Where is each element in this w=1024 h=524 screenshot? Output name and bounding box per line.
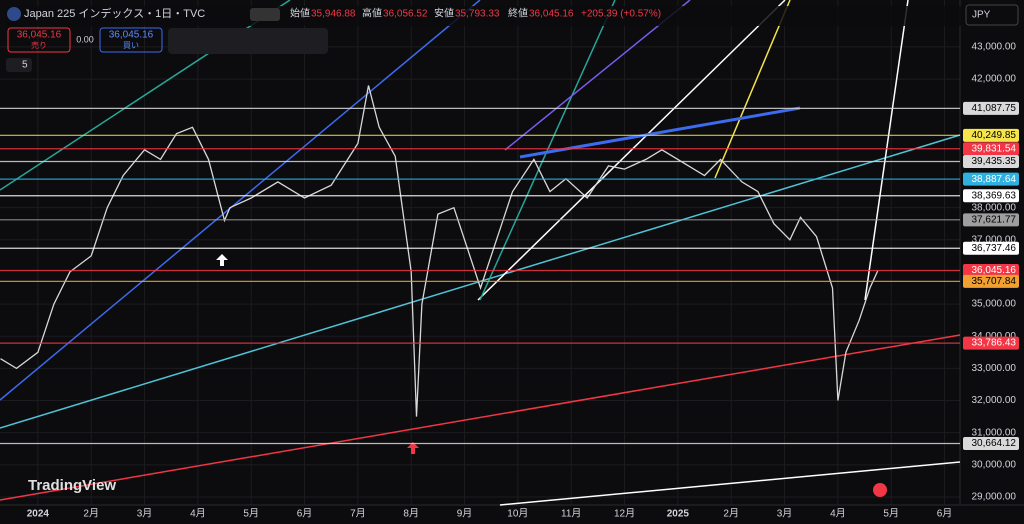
y-tick-label: 38,000.00 <box>972 202 1017 213</box>
level-label: 33,786.43 <box>972 338 1017 349</box>
level-tag <box>963 142 1019 156</box>
x-tick-label: 5月 <box>243 508 259 520</box>
ohlc-value: 36,045.16 <box>529 9 574 20</box>
price-line <box>0 85 879 417</box>
level-tag <box>963 336 1019 350</box>
level-tag <box>963 189 1019 203</box>
level-label: 40,249.85 <box>972 130 1017 141</box>
y-tick-label: 42,000.00 <box>972 74 1017 85</box>
buy-button[interactable] <box>99 27 163 53</box>
level-tag <box>963 128 1019 142</box>
event-marker[interactable] <box>873 483 887 497</box>
level-tag <box>963 213 1019 227</box>
x-tick-label: 5月 <box>883 508 899 520</box>
x-tick-label: 3月 <box>777 508 793 520</box>
ohlc-label: 高値 <box>362 7 382 20</box>
y-tick-label: 32,000.00 <box>972 395 1017 406</box>
ohlc-label: 終値 <box>508 7 528 20</box>
y-tick-label: 31,000.00 <box>972 427 1017 438</box>
ohlc-value: 36,056.52 <box>383 9 428 20</box>
x-tick-label: 2月 <box>83 508 99 520</box>
x-tick-label: 11月 <box>561 508 581 520</box>
y-tick-label: 29,000.00 <box>972 492 1017 503</box>
indicator-toggle[interactable] <box>6 58 32 72</box>
spread: 0.00 <box>76 34 94 44</box>
y-tick-label: 35,000.00 <box>972 299 1017 310</box>
x-tick-label: 6月 <box>937 508 953 520</box>
x-tick-label: 2025 <box>667 509 690 520</box>
symbol: Japan 225 インデックス・1日・TVC <box>24 6 205 20</box>
x-tick-label: 3月 <box>137 508 153 520</box>
change: +205.39 (+0.57%) <box>581 9 661 20</box>
x-tick-label: 4月 <box>830 508 846 520</box>
ohlc-value: 35,946.88 <box>311 9 356 20</box>
currency: JPY <box>972 10 991 21</box>
level-label: 39,831.54 <box>972 143 1017 154</box>
ohlc-label: 安値 <box>434 7 454 20</box>
indicator-count: 5 <box>22 60 28 71</box>
level-label: 36,737.46 <box>972 243 1017 254</box>
level-tag <box>963 436 1019 450</box>
x-tick-label: 8月 <box>403 508 419 520</box>
y-tick-label: 33,000.00 <box>972 363 1017 374</box>
currency-button[interactable] <box>965 4 1019 26</box>
level-tag <box>963 241 1019 255</box>
level-label: 37,621.77 <box>972 214 1017 225</box>
level-label: 41,087.75 <box>972 103 1017 114</box>
x-tick-label: 7月 <box>350 508 366 520</box>
level-label: 39,435.35 <box>972 156 1017 167</box>
brand: TradingView <box>28 477 116 494</box>
x-tick-label: 9月 <box>457 508 473 520</box>
level-label: 35,707.84 <box>972 276 1017 287</box>
sell-button[interactable] <box>7 27 71 53</box>
x-tick-label: 2024 <box>27 509 50 520</box>
ohlc-value: 35,793.33 <box>455 9 500 20</box>
drawing-toolbar[interactable] <box>168 28 328 54</box>
level-tag <box>963 101 1019 115</box>
buy-label: 買い <box>123 41 139 50</box>
level-tag <box>963 263 1019 277</box>
level-tag <box>963 274 1019 288</box>
x-tick-label: 10月 <box>507 508 528 520</box>
level-label: 38,369.63 <box>972 190 1017 201</box>
y-tick-label: 43,000.00 <box>972 42 1017 53</box>
sell-label: 売り <box>31 40 47 50</box>
level-tag <box>963 172 1019 186</box>
y-tick-label: 37,000.00 <box>972 234 1017 245</box>
y-tick-label: 34,000.00 <box>972 331 1017 342</box>
level-tag <box>963 155 1019 169</box>
ohlc-label: 始値 <box>290 7 310 20</box>
level-label: 36,045.16 <box>972 265 1017 276</box>
x-tick-label: 4月 <box>190 508 206 520</box>
buy-price: 36,045.16 <box>109 30 154 41</box>
level-label: 30,664.12 <box>972 438 1017 449</box>
x-tick-label: 6月 <box>297 508 313 520</box>
level-label: 38,887.64 <box>972 174 1017 185</box>
x-tick-label: 2月 <box>723 508 739 520</box>
sell-price: 36,045.16 <box>17 30 62 41</box>
y-tick-label: 30,000.00 <box>972 459 1017 470</box>
x-tick-label: 12月 <box>614 508 635 520</box>
